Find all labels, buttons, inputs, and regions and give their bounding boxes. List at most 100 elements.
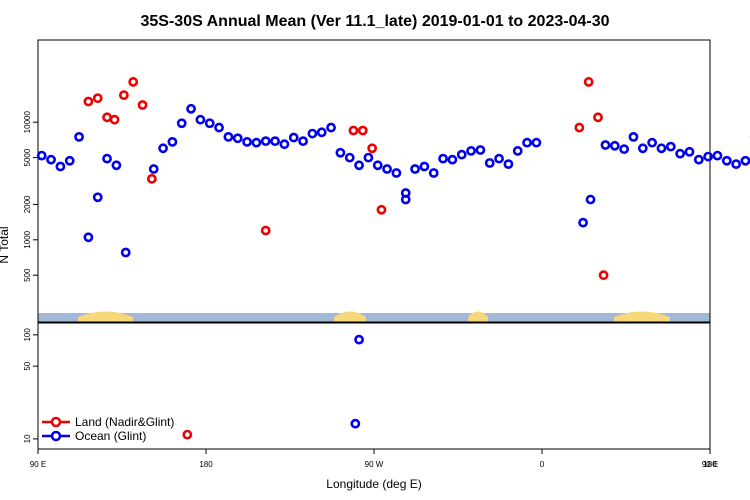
data-point bbox=[628, 131, 639, 142]
data-point bbox=[354, 160, 364, 171]
data-point bbox=[167, 136, 178, 147]
data-point bbox=[307, 128, 318, 139]
data-point bbox=[176, 118, 187, 129]
data-point bbox=[335, 147, 346, 158]
data-point bbox=[148, 164, 159, 174]
data-point bbox=[64, 155, 75, 166]
data-point bbox=[363, 152, 374, 163]
land-ocean-strip bbox=[38, 311, 710, 323]
data-point bbox=[400, 194, 411, 205]
land-segment bbox=[334, 311, 366, 323]
data-point bbox=[721, 155, 732, 166]
data-point bbox=[223, 131, 234, 142]
data-point bbox=[348, 125, 359, 136]
data-point bbox=[316, 127, 327, 138]
legend-label: Land (Nadir&Glint) bbox=[75, 415, 174, 429]
lower-y-tick-label: 50 bbox=[23, 361, 32, 370]
data-point bbox=[609, 140, 620, 151]
data-point bbox=[204, 118, 215, 129]
data-point bbox=[494, 153, 504, 164]
upper-y-tick-label: 2000 bbox=[23, 195, 32, 213]
data-point bbox=[585, 194, 596, 205]
x-axis-label: Longitude (deg E) bbox=[326, 477, 421, 491]
data-point bbox=[456, 149, 467, 160]
x-tick-label: 180 bbox=[703, 460, 717, 469]
data-point bbox=[298, 136, 308, 147]
data-point bbox=[260, 136, 271, 147]
y-axis-label: N Total bbox=[0, 226, 11, 263]
data-point bbox=[367, 143, 378, 154]
data-point bbox=[83, 232, 94, 243]
legend-marker bbox=[50, 416, 62, 428]
x-tick-label: 0 bbox=[540, 460, 545, 469]
data-point bbox=[74, 131, 84, 142]
data-point bbox=[270, 136, 280, 147]
data-point bbox=[466, 146, 476, 156]
lower-y-tick-label: 10 bbox=[23, 434, 32, 443]
data-point bbox=[344, 152, 355, 163]
upper-plot-frame bbox=[37, 39, 711, 323]
data-point bbox=[503, 159, 514, 170]
data-point bbox=[428, 168, 439, 178]
data-point bbox=[600, 140, 611, 150]
data-point bbox=[656, 143, 667, 154]
data-point bbox=[391, 168, 402, 178]
upper-y-tick-label: 10000 bbox=[23, 111, 32, 134]
data-point bbox=[83, 96, 94, 107]
lower-y-tick-label: 100 bbox=[23, 328, 32, 342]
data-point bbox=[693, 154, 704, 165]
legend-label: Ocean (Glint) bbox=[75, 429, 146, 443]
data-point bbox=[182, 429, 193, 440]
data-point bbox=[593, 112, 603, 123]
data-point bbox=[195, 114, 206, 125]
data-point bbox=[447, 154, 458, 165]
data-point bbox=[583, 77, 594, 87]
data-point bbox=[214, 122, 224, 133]
data-point bbox=[46, 154, 56, 165]
data-point bbox=[637, 143, 648, 154]
data-point bbox=[186, 103, 196, 114]
ocean-strip bbox=[38, 313, 710, 323]
data-point bbox=[675, 148, 686, 159]
data-point bbox=[372, 160, 383, 171]
x-tick-label: 90 W bbox=[365, 460, 384, 469]
x-tick-label: 180 bbox=[199, 460, 213, 469]
data-point bbox=[619, 144, 630, 155]
data-point bbox=[475, 145, 486, 155]
data-point bbox=[146, 173, 157, 184]
legend-marker bbox=[50, 430, 62, 442]
data-point bbox=[574, 122, 585, 133]
data-point bbox=[55, 161, 66, 172]
upper-y-tick-label: 5000 bbox=[23, 148, 32, 166]
data-point bbox=[92, 192, 103, 203]
data-point bbox=[251, 137, 262, 148]
data-point bbox=[109, 114, 120, 125]
data-point bbox=[438, 153, 448, 164]
data-point bbox=[712, 150, 723, 161]
data-point bbox=[703, 151, 714, 162]
chart-title: 35S-30S Annual Mean (Ver 11.1_late) 2019… bbox=[141, 13, 610, 30]
data-points bbox=[36, 77, 750, 440]
data-point bbox=[260, 225, 271, 236]
upper-y-tick-label: 1000 bbox=[23, 230, 32, 248]
x-tick-label: 90 E bbox=[30, 460, 46, 469]
data-point bbox=[598, 270, 609, 281]
data-point bbox=[578, 217, 588, 228]
data-point bbox=[111, 160, 122, 171]
data-point bbox=[484, 158, 495, 168]
data-point bbox=[102, 153, 112, 164]
data-point bbox=[665, 141, 676, 152]
data-point bbox=[522, 137, 532, 148]
data-point bbox=[410, 164, 420, 174]
data-point bbox=[731, 159, 742, 170]
data-point bbox=[137, 100, 148, 110]
land-segment bbox=[468, 311, 488, 323]
data-point bbox=[376, 204, 387, 215]
data-point bbox=[531, 137, 542, 148]
data-point bbox=[684, 146, 695, 157]
data-point bbox=[92, 93, 103, 104]
data-point bbox=[350, 418, 361, 429]
data-point bbox=[279, 139, 290, 150]
land-segment bbox=[614, 311, 670, 323]
